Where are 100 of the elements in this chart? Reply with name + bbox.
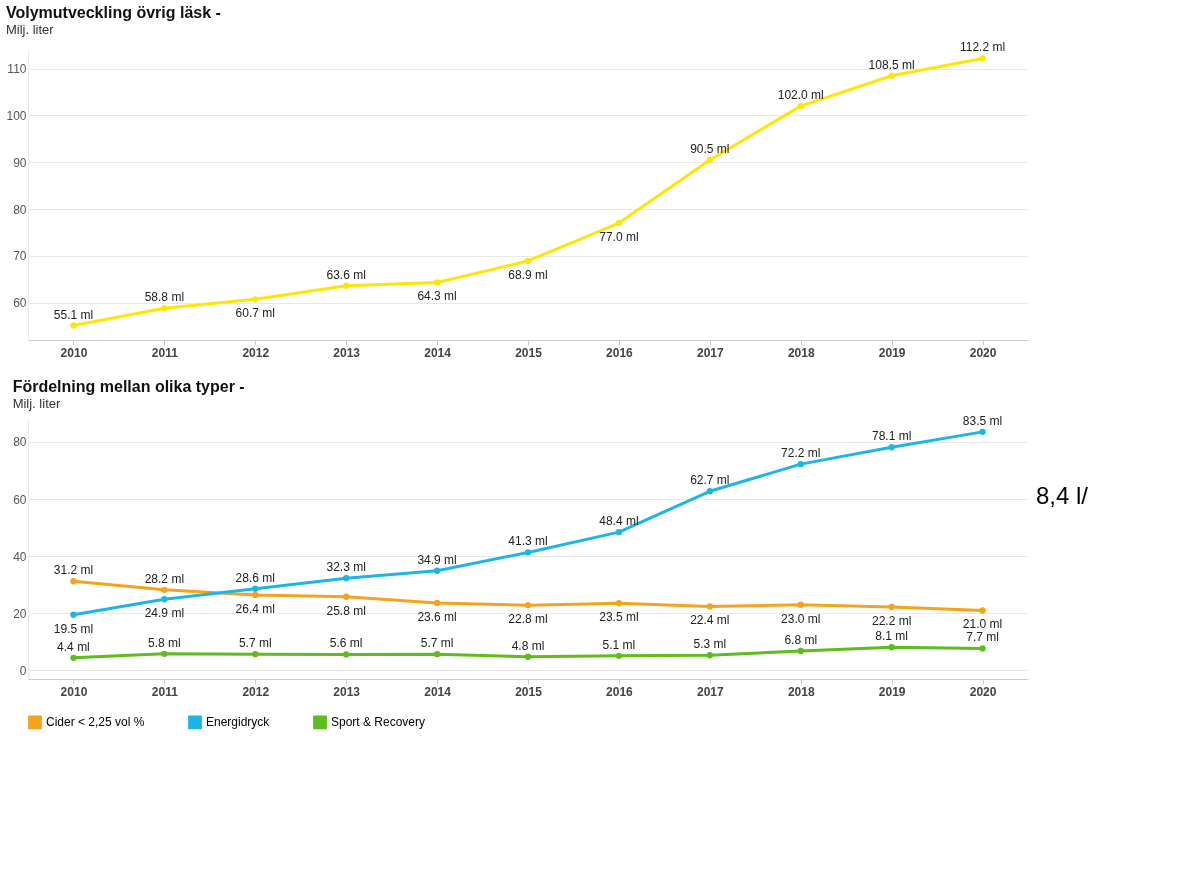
x-tick-label: 2015 [515, 684, 543, 699]
legend-label: Cider < 2,25 vol % [46, 715, 145, 730]
point [252, 650, 259, 658]
point [252, 591, 259, 599]
y-tick-label: 80 [13, 202, 27, 217]
point [70, 654, 77, 662]
point [888, 644, 895, 651]
x-tick-label: 2013 [333, 684, 361, 699]
point [797, 460, 804, 468]
data-label: 23.0 ml [781, 611, 821, 626]
text: 8,4 l/ [1036, 482, 1089, 509]
y-tick-label: 110 [7, 62, 27, 77]
x-tick-label: 2016 [606, 345, 634, 360]
x-tick-label: 2014 [424, 345, 452, 360]
point [524, 653, 532, 660]
point [252, 296, 259, 303]
data-label: 5.6 ml [329, 636, 363, 651]
point [161, 305, 168, 312]
data-label: 8.1 ml [875, 629, 908, 644]
x-tick-label: 2018 [787, 684, 815, 699]
point [888, 72, 895, 79]
data-label: 24.9 ml [144, 606, 185, 621]
data-label: 72.2 ml [781, 446, 821, 461]
data-label: 68.9 ml [508, 267, 548, 282]
data-label: 21.0 ml [962, 617, 1003, 632]
point [524, 549, 532, 556]
y-tick-label: 20 [13, 606, 27, 621]
x-tick-label: 2015 [515, 345, 543, 360]
data-label: 6.8 ml [784, 633, 818, 647]
point [979, 645, 986, 652]
data-label: 22.2 ml [871, 614, 912, 628]
y-tick-label: 0 [19, 663, 27, 678]
y-tick-label: 70 [13, 249, 27, 264]
point [70, 611, 77, 618]
data-label: 25.8 ml [326, 603, 366, 618]
data-label: 22.8 ml [508, 612, 548, 627]
x-tick-label: 2012 [242, 345, 270, 360]
data-label: 28.6 ml [235, 570, 275, 585]
point [615, 600, 623, 607]
legend-label: Energidryck [206, 715, 271, 730]
point [343, 574, 350, 582]
x-tick-label: 2019 [878, 345, 906, 360]
chart-subtitle: Milj. liter [12, 395, 61, 411]
x-tick-label: 2019 [878, 684, 906, 699]
x-tick-label: 2017 [696, 684, 724, 699]
data-label: 23.6 ml [417, 610, 457, 624]
point [615, 652, 623, 660]
x-tick-label: 2020 [969, 345, 997, 360]
point [706, 652, 713, 659]
data-label: 23.5 ml [599, 610, 639, 625]
data-label: 108.5 ml [868, 57, 915, 72]
point [161, 586, 168, 594]
point [706, 603, 713, 610]
y-tick-label: 100 [6, 108, 27, 123]
data-label: 63.6 ml [326, 267, 366, 282]
data-label: 62.7 ml [690, 473, 730, 488]
y-tick-label: 40 [13, 549, 27, 564]
data-label: 7.7 ml [966, 630, 999, 645]
x-tick-label: 2018 [787, 345, 815, 360]
data-label: 5.7 ml [238, 636, 272, 651]
x-tick-label: 2020 [969, 684, 997, 699]
x-tick-label: 2010 [60, 345, 88, 360]
x-tick-label: 2011 [151, 684, 179, 699]
data-label: 60.7 ml [235, 306, 275, 321]
data-label: 4.4 ml [57, 639, 90, 654]
data-label: 5.8 ml [148, 635, 181, 650]
x-tick-label: 2017 [696, 345, 724, 360]
data-label: 19.5 ml [53, 621, 94, 636]
data-label: 26.4 ml [235, 602, 275, 616]
chart-title: Volymutveckling övrig läsk - [5, 4, 221, 22]
x-tick-label: 2011 [151, 345, 179, 360]
x-tick-label: 2016 [606, 684, 634, 699]
data-label: 64.3 ml [417, 289, 457, 304]
data-label: 34.9 ml [417, 552, 457, 567]
point [615, 219, 623, 227]
y-tick-label: 90 [13, 155, 27, 170]
point [979, 428, 986, 436]
point [979, 55, 986, 62]
point [433, 567, 441, 574]
point [343, 593, 350, 600]
point [343, 651, 350, 658]
y-tick-label: 60 [13, 296, 27, 311]
data-label: 22.4 ml [690, 613, 730, 628]
point [433, 279, 441, 286]
chart-subtitle: Milj. liter [5, 22, 55, 38]
data-label: 32.3 ml [326, 560, 366, 575]
x-tick-label: 2012 [242, 684, 270, 699]
data-label: 102.0 ml [777, 88, 824, 103]
point [797, 647, 804, 655]
point [797, 601, 804, 608]
x-tick-label: 2013 [333, 345, 361, 360]
legend-label: Sport & Recovery [331, 715, 426, 730]
point [343, 282, 350, 289]
data-label: 5.3 ml [693, 637, 727, 652]
data-label: 112.2 ml [959, 40, 1006, 55]
point [433, 599, 441, 607]
point [797, 102, 804, 110]
y-tick-label: 80 [13, 435, 27, 450]
point [70, 322, 77, 329]
point [888, 444, 895, 451]
